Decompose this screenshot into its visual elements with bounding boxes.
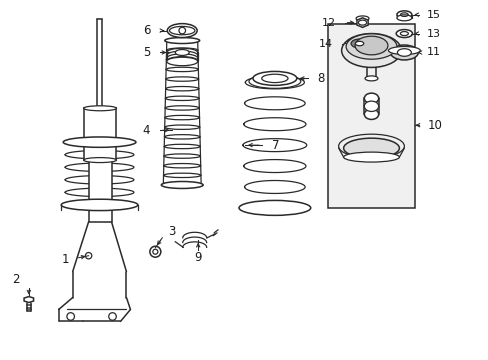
Text: 12: 12 [321, 18, 335, 28]
Ellipse shape [387, 46, 420, 54]
Ellipse shape [361, 142, 381, 154]
Text: 3: 3 [168, 225, 175, 238]
Ellipse shape [166, 57, 197, 65]
Polygon shape [356, 18, 367, 27]
Text: 6: 6 [142, 24, 150, 37]
Ellipse shape [164, 37, 199, 44]
Text: 2: 2 [12, 273, 20, 286]
Bar [88, 160, 111, 222]
Ellipse shape [354, 36, 387, 55]
Ellipse shape [167, 24, 197, 37]
Ellipse shape [83, 158, 116, 163]
Ellipse shape [355, 16, 368, 21]
Ellipse shape [364, 109, 378, 120]
Ellipse shape [358, 20, 366, 25]
Text: 4: 4 [142, 124, 150, 137]
Ellipse shape [166, 54, 197, 62]
Ellipse shape [364, 93, 378, 103]
Ellipse shape [166, 57, 197, 66]
Ellipse shape [364, 101, 378, 112]
Text: 11: 11 [427, 48, 440, 58]
Ellipse shape [239, 201, 310, 215]
Text: 10: 10 [427, 119, 441, 132]
Ellipse shape [350, 39, 367, 48]
Ellipse shape [83, 106, 116, 111]
Ellipse shape [347, 37, 371, 50]
Ellipse shape [396, 11, 411, 18]
Bar [83, 108, 116, 160]
Ellipse shape [341, 33, 401, 67]
Text: 8: 8 [317, 72, 325, 85]
Ellipse shape [389, 45, 417, 60]
Ellipse shape [364, 76, 377, 81]
Ellipse shape [166, 51, 197, 59]
Ellipse shape [396, 15, 411, 21]
Text: 13: 13 [427, 28, 440, 39]
Ellipse shape [63, 137, 136, 147]
Ellipse shape [166, 48, 197, 57]
Ellipse shape [161, 181, 203, 189]
Text: 9: 9 [194, 251, 202, 264]
Ellipse shape [346, 34, 396, 59]
Ellipse shape [252, 71, 296, 85]
Ellipse shape [343, 138, 399, 158]
Ellipse shape [395, 30, 412, 37]
Ellipse shape [397, 49, 410, 56]
Ellipse shape [61, 199, 138, 211]
Bar [327, 24, 414, 208]
Ellipse shape [355, 41, 363, 46]
Text: 15: 15 [427, 10, 440, 20]
Text: 14: 14 [318, 39, 332, 49]
Circle shape [179, 27, 185, 34]
Text: 5: 5 [142, 46, 150, 59]
Text: 7: 7 [271, 139, 279, 152]
Polygon shape [24, 297, 34, 302]
Ellipse shape [364, 60, 377, 65]
Ellipse shape [175, 50, 189, 55]
Ellipse shape [343, 152, 399, 162]
Text: 1: 1 [61, 253, 68, 266]
